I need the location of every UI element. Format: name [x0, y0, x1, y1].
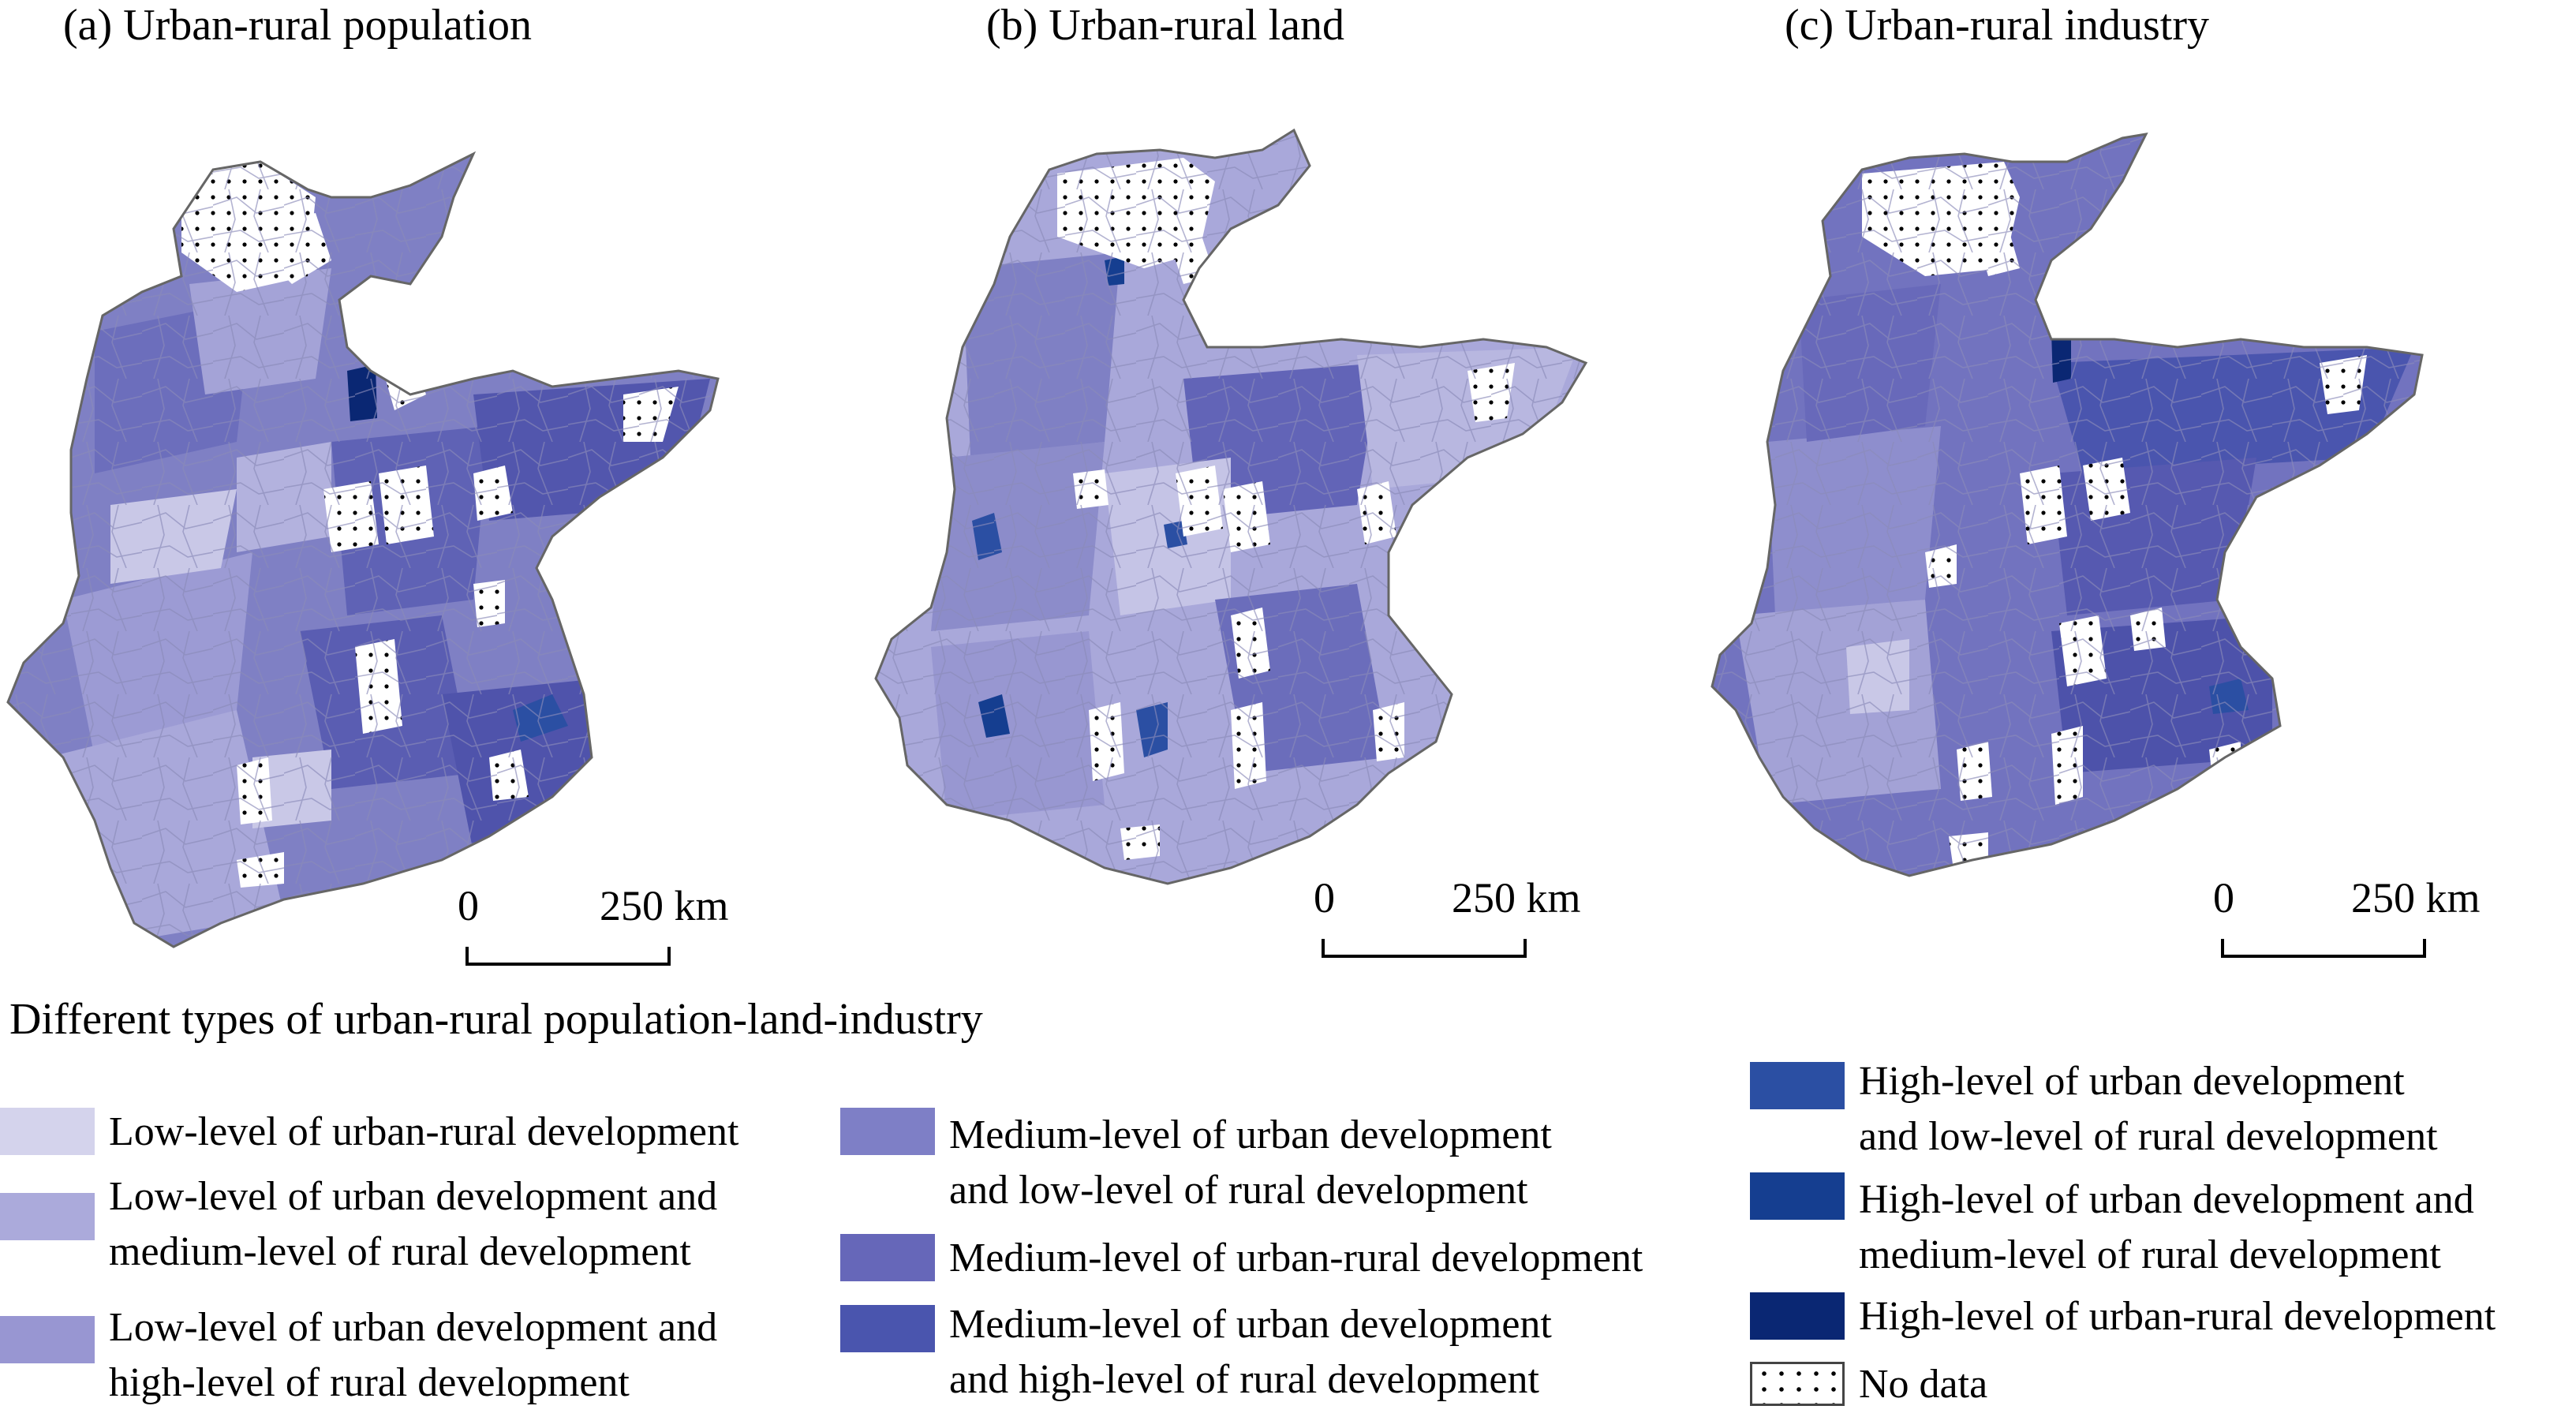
- scale-zero: 0: [458, 882, 479, 929]
- legend-swatch: [1750, 1062, 1845, 1109]
- panel-title-population: (a) Urban-rural population: [63, 1, 532, 50]
- legend-label: High-level of urban-rural development: [1859, 1294, 2496, 1339]
- legend-label: Low-level of urban-rural development: [109, 1109, 739, 1154]
- legend-label: High-level of urban development and low-l…: [1859, 1059, 2438, 1159]
- legend-swatch: [0, 1316, 95, 1363]
- legend-label: High-level of urban development and mediu…: [1859, 1177, 2474, 1277]
- scale-zero: 0: [1314, 874, 1335, 922]
- panel-title-land: (b) Urban-rural land: [986, 1, 1345, 50]
- scale-distance: 250 km: [600, 882, 729, 929]
- scale-line: [1322, 939, 1527, 958]
- legend-label: Low-level of urban development and high-l…: [109, 1305, 718, 1405]
- legend-title: Different types of urban-rural populatio…: [9, 995, 983, 1044]
- legend-label: Medium-level of urban development and low…: [949, 1112, 1552, 1213]
- legend-swatch: [840, 1108, 935, 1155]
- scale-line: [2221, 939, 2426, 958]
- legend-swatch: [840, 1234, 935, 1281]
- map-land: [874, 129, 1587, 885]
- legend-swatch: [1750, 1292, 1845, 1340]
- legend-swatch-no-data: [1750, 1362, 1845, 1406]
- legend-swatch: [1750, 1172, 1845, 1220]
- legend-swatch: [0, 1108, 95, 1155]
- scale-distance: 250 km: [1452, 874, 1581, 922]
- legend-label: Low-level of urban development and medium…: [109, 1174, 718, 1274]
- panel-title-industry: (c) Urban-rural industry: [1785, 1, 2210, 50]
- scale-bar-land: 0 250 km: [1314, 874, 1613, 961]
- scale-line: [465, 947, 671, 966]
- scale-zero: 0: [2213, 874, 2234, 922]
- map-population: [6, 152, 720, 948]
- scale-bar-industry: 0 250 km: [2213, 874, 2513, 961]
- legend-label: Medium-level of urban-rural development: [949, 1236, 1643, 1281]
- scale-distance: 250 km: [2351, 874, 2481, 922]
- map-industry: [1710, 133, 2424, 877]
- legend-label: Medium-level of urban development and hig…: [949, 1302, 1552, 1402]
- scale-bar-population: 0 250 km: [458, 882, 757, 969]
- legend-swatch: [0, 1193, 95, 1240]
- legend-swatch: [840, 1305, 935, 1352]
- legend-label: No data: [1859, 1362, 1988, 1407]
